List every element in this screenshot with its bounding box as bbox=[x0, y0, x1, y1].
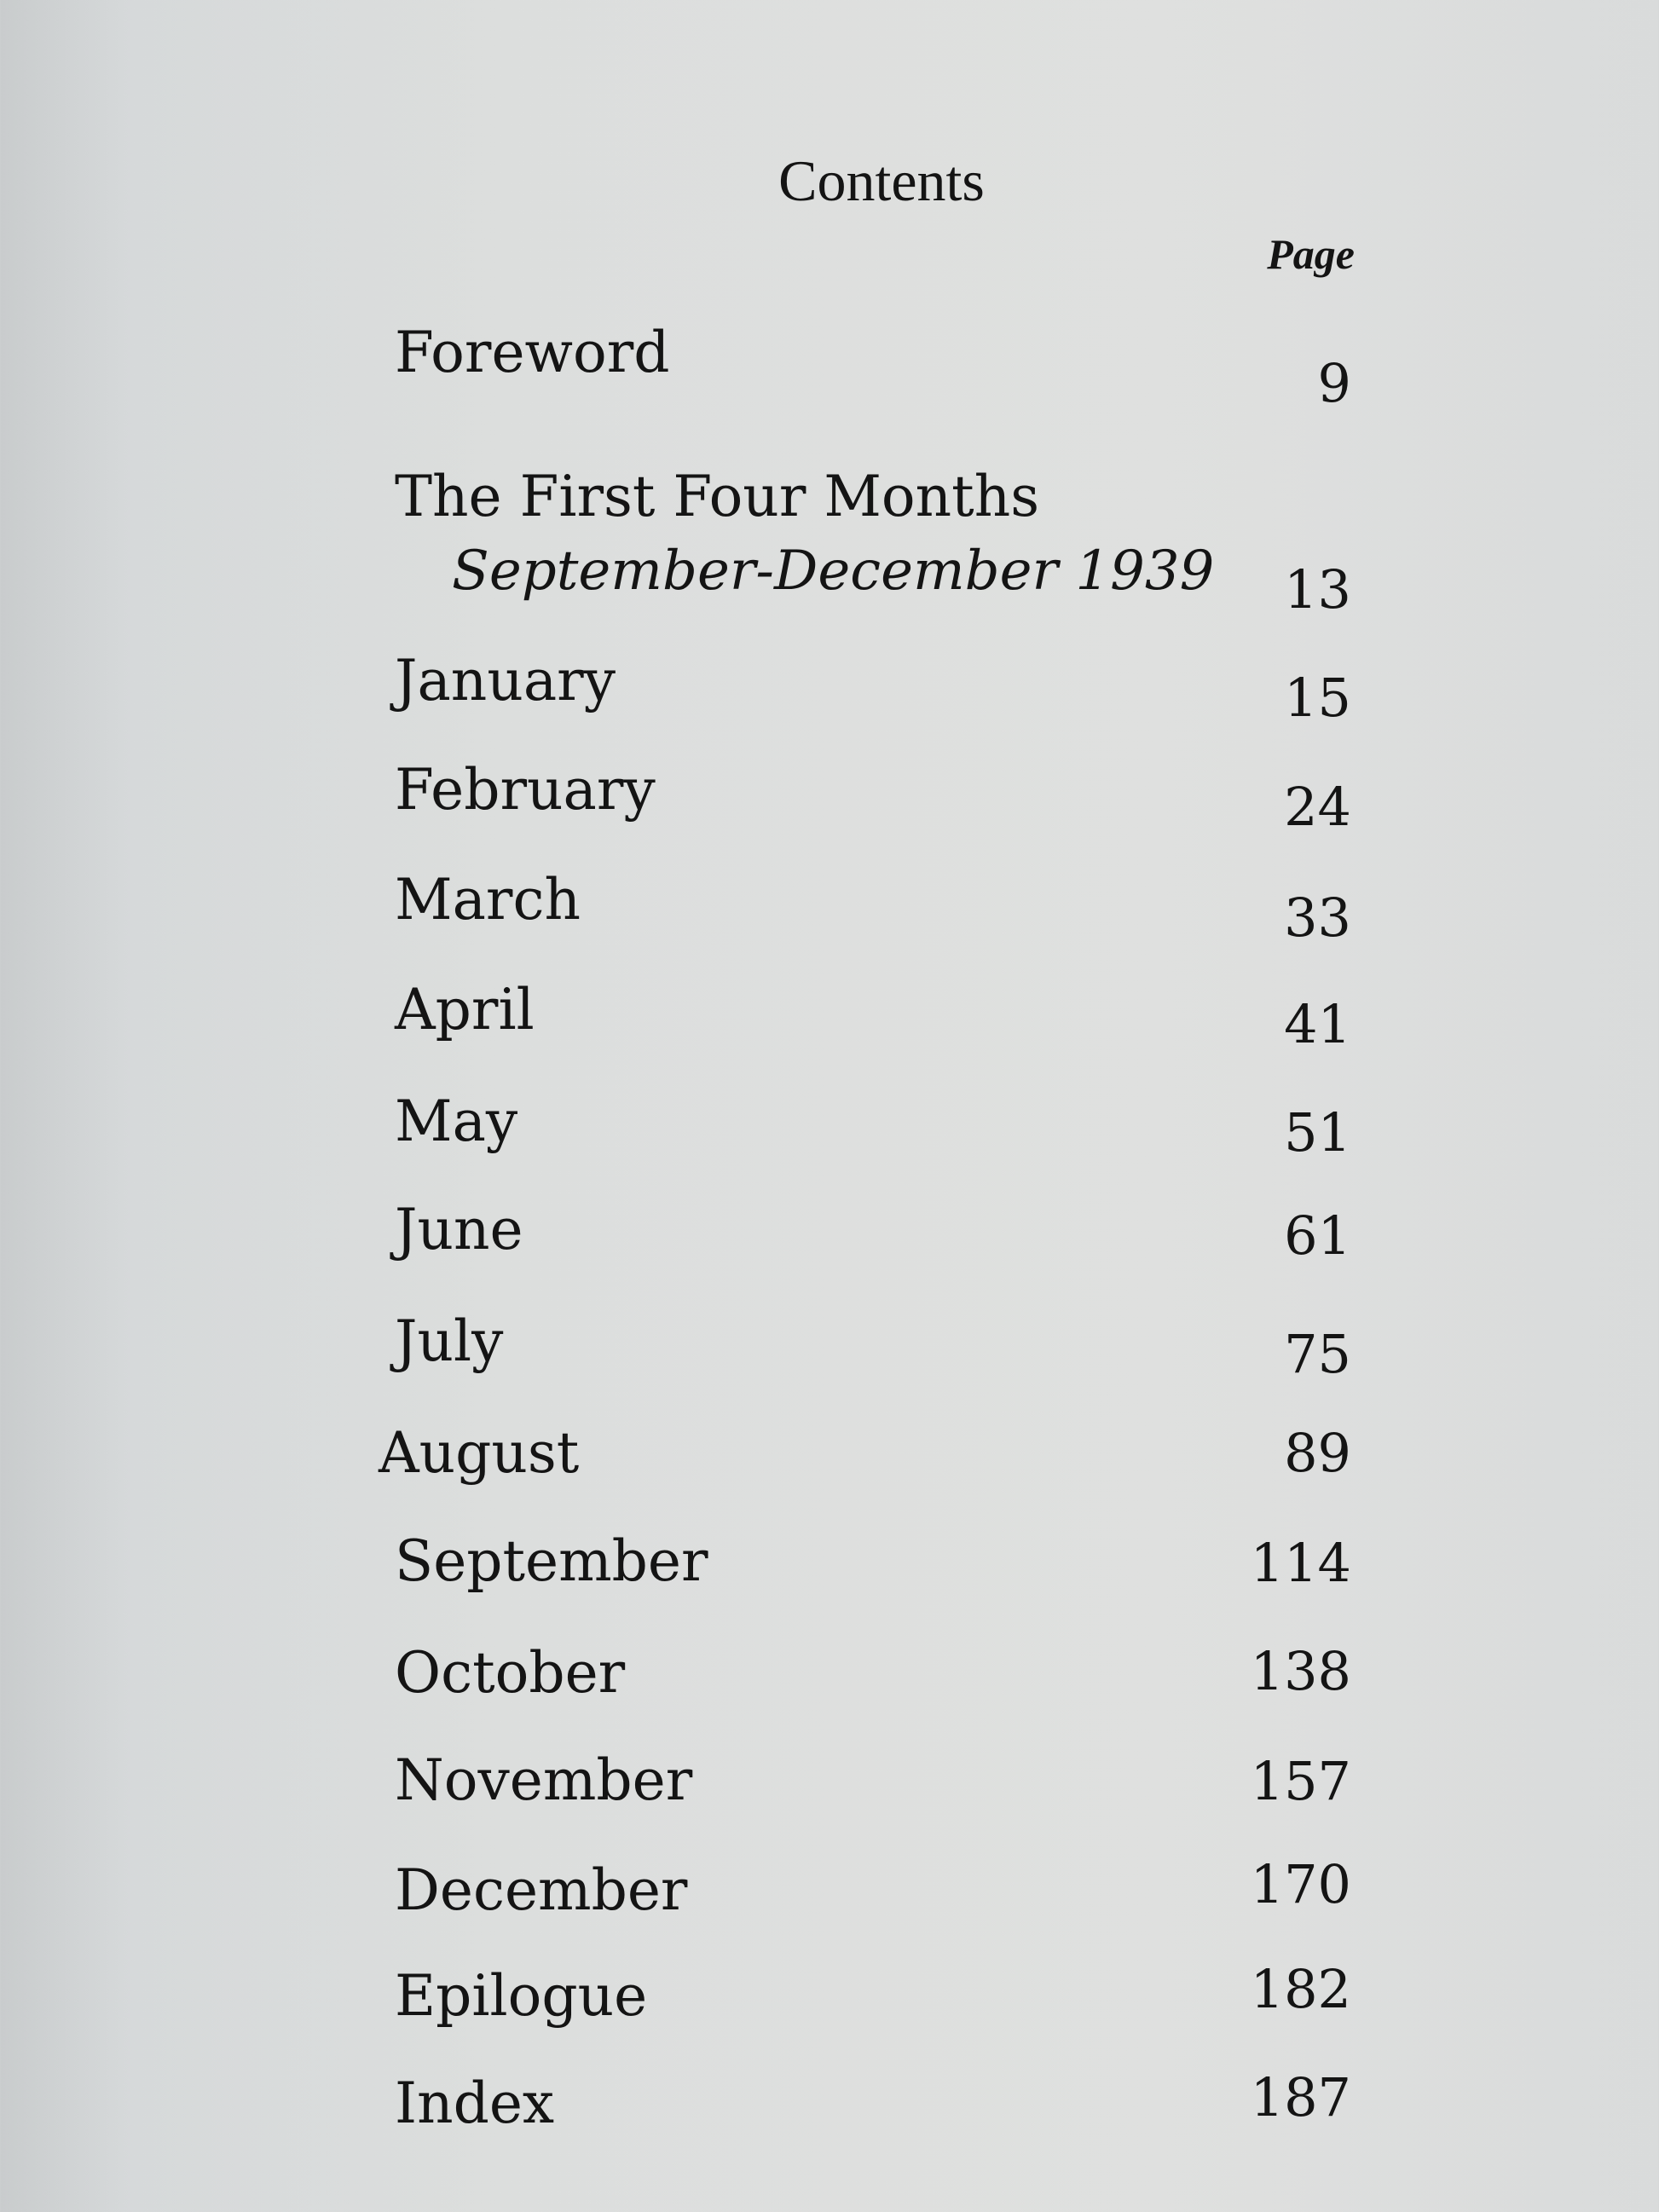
toc-entry-page: 15 bbox=[1284, 667, 1351, 729]
toc-entry-title: June bbox=[395, 1197, 523, 1262]
toc-entry-page: 9 bbox=[1317, 352, 1351, 414]
toc-entry-title: May bbox=[395, 1089, 518, 1154]
toc-entry-page: 13 bbox=[1284, 558, 1351, 621]
toc-entry-title: March bbox=[395, 867, 581, 933]
toc-entry-page: 182 bbox=[1250, 1958, 1351, 2020]
toc-entry-title: Index bbox=[395, 2071, 555, 2136]
toc-entry-page: 33 bbox=[1284, 887, 1351, 949]
toc-entry-title: August bbox=[379, 1420, 580, 1486]
toc-entry-title: September bbox=[395, 1528, 708, 1594]
toc-entry-page: 114 bbox=[1250, 1532, 1351, 1594]
toc-entry-page: 138 bbox=[1250, 1640, 1351, 1702]
toc-entry-title: October bbox=[395, 1640, 626, 1706]
toc-entry-title: February bbox=[395, 757, 656, 823]
toc-entry-page: 157 bbox=[1250, 1750, 1351, 1812]
toc-entry-title: January bbox=[395, 648, 616, 713]
toc-entry-title: July bbox=[395, 1308, 504, 1374]
toc-entry-subtitle: September-December 1939 bbox=[452, 540, 1215, 603]
toc-entry-page: 51 bbox=[1284, 1101, 1351, 1164]
toc-entry-title: Foreword bbox=[395, 320, 670, 385]
toc-entry-page: 24 bbox=[1284, 776, 1351, 838]
toc-entry-page: 170 bbox=[1250, 1853, 1351, 1915]
toc-entry-page: 75 bbox=[1284, 1323, 1351, 1385]
toc-entry-title: November bbox=[395, 1747, 693, 1813]
toc-entry-page: 89 bbox=[1284, 1422, 1351, 1484]
toc-entry-page: 41 bbox=[1284, 993, 1351, 1055]
page-column-label: Page bbox=[1267, 230, 1355, 278]
page-title: Contents bbox=[778, 148, 985, 213]
toc-entry-page: 61 bbox=[1284, 1204, 1351, 1267]
toc-entry-title: Epilogue bbox=[395, 1963, 648, 2029]
toc-entry-title: December bbox=[395, 1857, 688, 1923]
toc-entry-title: The First Four Months bbox=[395, 464, 1040, 529]
toc-entry-title: April bbox=[395, 977, 535, 1042]
toc-entry-page: 187 bbox=[1250, 2066, 1351, 2128]
